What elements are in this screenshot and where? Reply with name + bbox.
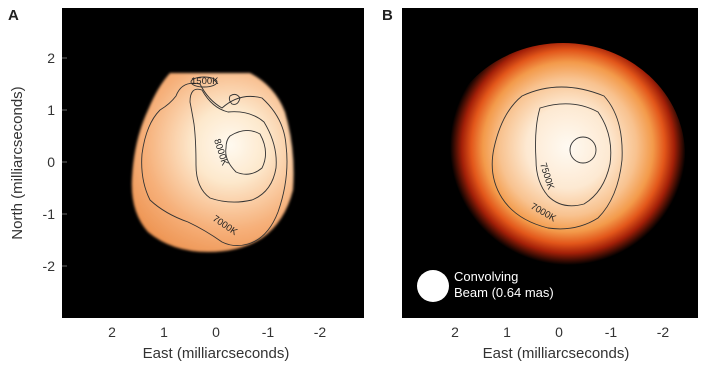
y-axis-title: North (milliarcseconds) (9, 86, 26, 239)
panel-b-letter: B (382, 7, 393, 24)
convolving-beam-circle (417, 270, 449, 302)
x-tick-label: 2 (108, 324, 116, 340)
panel-b-disk (441, 43, 685, 267)
panel-a-contour-label-1500k: 1500K (191, 76, 219, 87)
y-tick-label: 1 (47, 102, 55, 118)
y-tick-label: -2 (43, 258, 56, 274)
panel-a: 1500K 8000K 7000K (62, 8, 364, 318)
beam-label-line-1: Convolving (454, 269, 518, 284)
beam-label-line-2: Beam (0.64 mas) (454, 285, 554, 300)
x-tick-label: 1 (503, 324, 511, 340)
panel-b: 7500K 7000K Convolving Beam (0.64 mas) (402, 8, 698, 318)
panel-a-contour-inner (189, 88, 277, 203)
x-tick-label: -2 (657, 324, 670, 340)
panel-a-letter: A (8, 7, 19, 24)
x-axis-panel-b: 2 1 0 -1 -2 East (milliarcseconds) (451, 324, 669, 362)
x-axis-title-panel-b: East (milliarcseconds) (483, 345, 630, 362)
panel-a-contour-outer (141, 82, 288, 247)
y-tick-label: 2 (47, 50, 55, 66)
panel-b-contour-core (569, 136, 597, 164)
y-tick-label: 0 (47, 154, 55, 170)
x-tick-label: 2 (451, 324, 459, 340)
x-tick-label: -1 (605, 324, 618, 340)
panel-a-contour-top-spot (190, 76, 218, 88)
x-tick-label: 0 (212, 324, 220, 340)
panel-a-contour-small-spot (228, 93, 241, 105)
panel-a-contour-core (225, 130, 266, 175)
x-tick-label: 0 (555, 324, 563, 340)
panel-b-contour-inner (535, 103, 612, 207)
x-axis-panel-a: 2 1 0 -1 -2 East (milliarcseconds) (108, 324, 326, 362)
x-tick-label: -1 (262, 324, 275, 340)
x-tick-label: -2 (314, 324, 327, 340)
x-axis-title-panel-a: East (milliarcseconds) (143, 345, 290, 362)
y-tick-label: -1 (43, 206, 56, 222)
panel-b-contour-outer (491, 86, 623, 230)
panel-a-disk (131, 73, 294, 252)
x-tick-label: 1 (160, 324, 168, 340)
y-axis: 2 1 0 -1 -2 North (milliarcseconds) (9, 50, 67, 274)
